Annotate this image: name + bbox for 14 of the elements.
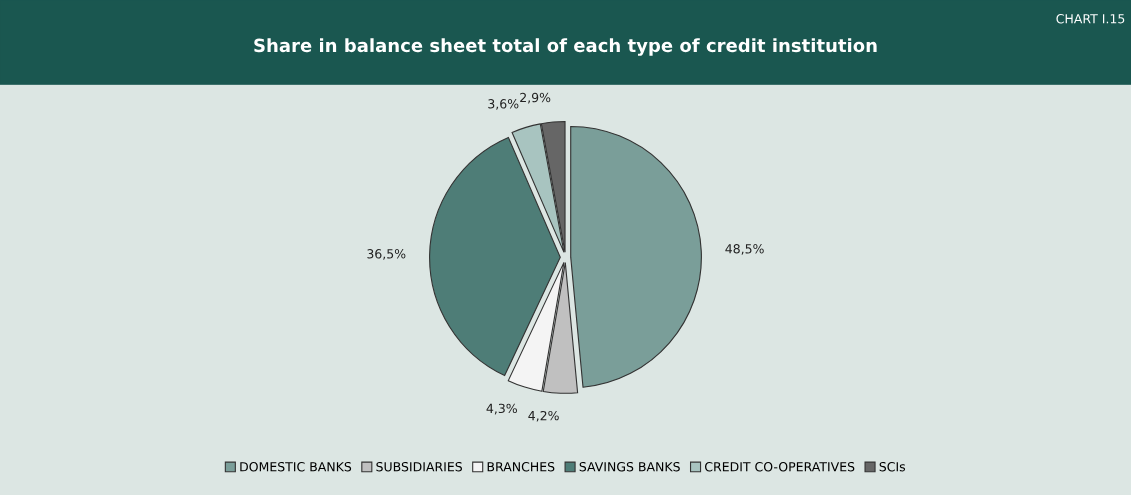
legend-label: SUBSIDIARIES: [376, 461, 462, 472]
data-label: 3,6%: [488, 99, 519, 110]
text: CHART I.15: [1056, 13, 1125, 24]
legend-label: DOMESTIC BANKS: [240, 461, 352, 472]
chart-title: Share in balance sheet total of each type of credit institution: [254, 38, 877, 56]
legend-label: SAVINGS BANKS: [579, 461, 680, 472]
data-label: 4,2%: [528, 410, 559, 422]
data-label: 4,3%: [486, 403, 517, 415]
legend-label: CREDIT CO-OPERATIVES: [705, 461, 855, 472]
data-label: 2,9%: [520, 92, 551, 104]
legend-label: SCIs: [879, 461, 906, 472]
legend-label: BRANCHES: [487, 461, 555, 472]
data-label: 36,5%: [367, 249, 406, 260]
data-label: 48,5%: [725, 244, 764, 255]
